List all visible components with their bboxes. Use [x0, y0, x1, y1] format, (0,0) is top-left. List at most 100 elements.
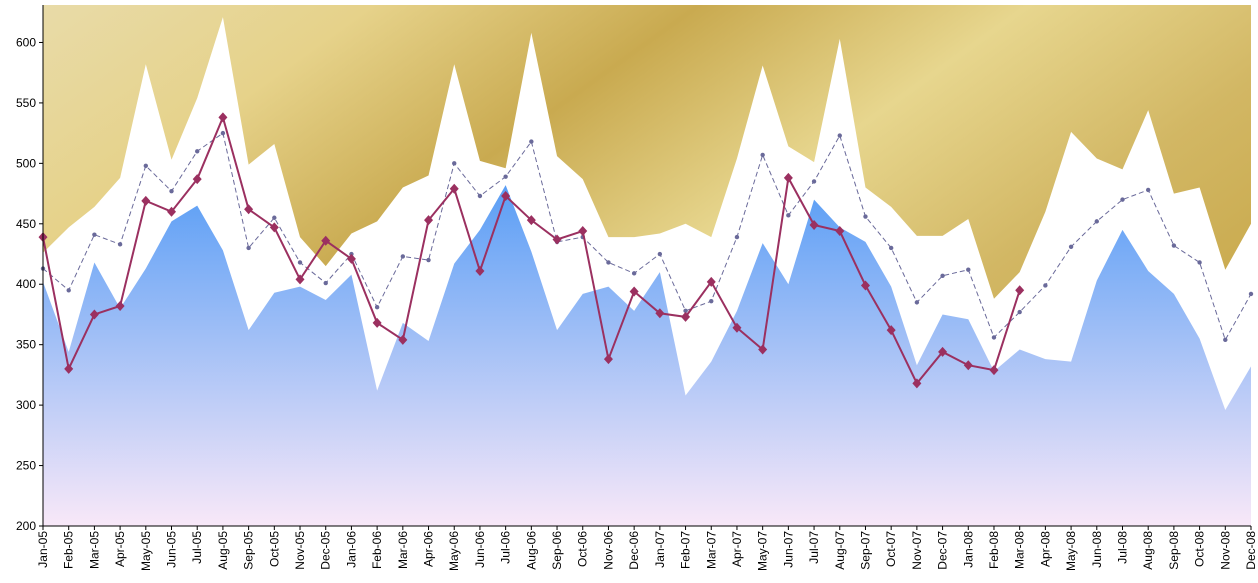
marker — [1094, 219, 1099, 224]
marker — [888, 245, 894, 251]
marker — [809, 220, 819, 231]
marker — [477, 193, 483, 199]
marker — [426, 257, 431, 263]
marker — [760, 152, 765, 158]
marker — [321, 235, 331, 246]
marker — [732, 322, 742, 333]
marker — [629, 286, 639, 297]
x-tick-label: Dec-08 — [1244, 531, 1258, 570]
x-tick-label: Aug-05 — [216, 531, 230, 570]
marker — [503, 174, 508, 179]
x-tick-label: Nov-07 — [910, 531, 924, 570]
x-tick-label: Jun-06 — [473, 531, 487, 568]
marker — [683, 308, 688, 314]
x-tick-label: Nov-05 — [293, 531, 307, 570]
marker — [681, 311, 691, 322]
x-tick-label: Apr-07 — [730, 531, 744, 567]
marker — [706, 276, 716, 287]
marker — [192, 174, 202, 185]
marker — [938, 346, 948, 357]
marker — [606, 260, 611, 265]
marker — [501, 190, 511, 201]
marker — [863, 214, 868, 219]
x-tick-label: May-05 — [139, 531, 153, 571]
y-tick-label: 500 — [16, 156, 36, 170]
marker — [452, 161, 457, 166]
marker — [709, 298, 714, 304]
x-tick-label: Dec-07 — [936, 531, 950, 570]
marker — [169, 188, 174, 194]
marker — [578, 226, 588, 237]
marker — [269, 222, 279, 233]
marker — [963, 360, 973, 371]
x-tick-label: Feb-05 — [62, 531, 76, 569]
x-tick-label: Jul-07 — [807, 531, 821, 564]
marker — [400, 254, 406, 259]
marker — [64, 363, 74, 374]
marker — [758, 344, 768, 355]
marker — [1171, 243, 1177, 248]
marker — [1015, 285, 1025, 296]
marker — [195, 149, 200, 154]
x-tick-label: Nov-08 — [1218, 531, 1232, 570]
marker — [346, 253, 356, 264]
marker — [886, 325, 896, 336]
y-tick-label: 450 — [16, 217, 36, 231]
marker — [398, 334, 408, 345]
marker — [143, 163, 149, 168]
x-tick-label: Jun-07 — [781, 531, 795, 568]
x-tick-label: Mar-07 — [704, 531, 718, 569]
x-tick-label: Mar-08 — [1013, 531, 1027, 569]
marker — [167, 206, 177, 217]
x-tick-label: Jun-05 — [165, 531, 179, 568]
x-tick-label: Jul-08 — [1115, 531, 1129, 564]
x-tick-label: Sep-06 — [550, 531, 564, 570]
marker — [811, 179, 817, 184]
marker — [940, 273, 945, 278]
marker — [1145, 187, 1151, 193]
marker — [1043, 283, 1048, 288]
y-tick-label: 600 — [16, 35, 36, 49]
y-tick-label: 400 — [16, 277, 36, 291]
x-tick-label: Oct-06 — [576, 531, 590, 567]
marker — [449, 183, 459, 194]
marker — [323, 280, 328, 286]
marker — [424, 215, 434, 226]
x-tick-label: Aug-08 — [1141, 531, 1155, 570]
marker — [966, 267, 971, 272]
x-tick-label: Dec-05 — [319, 531, 333, 570]
marker — [783, 172, 793, 183]
x-tick-label: Oct-05 — [267, 531, 281, 567]
x-tick-label: Aug-06 — [524, 531, 538, 570]
marker — [914, 300, 920, 305]
marker — [244, 204, 254, 215]
x-tick-label: Jan-05 — [36, 531, 50, 568]
marker — [991, 335, 997, 340]
x-tick-label: Feb-06 — [370, 531, 384, 569]
x-tick-label: Apr-05 — [113, 531, 127, 567]
marker — [117, 242, 123, 247]
marker — [1068, 244, 1074, 249]
x-tick-label: Jan-06 — [344, 531, 358, 568]
marker — [372, 317, 382, 328]
y-tick-label: 200 — [16, 519, 36, 533]
marker — [1197, 260, 1202, 265]
marker — [552, 234, 562, 245]
marker — [860, 280, 870, 291]
marker — [835, 226, 845, 237]
marker — [989, 365, 999, 376]
marker — [734, 234, 740, 240]
marker — [1120, 197, 1125, 202]
x-tick-label: Sep-07 — [858, 531, 872, 570]
marker — [526, 215, 536, 226]
x-tick-label: May-08 — [1064, 531, 1078, 571]
y-tick-label: 250 — [16, 459, 36, 473]
marker — [141, 195, 151, 206]
y-tick-label: 550 — [16, 96, 36, 110]
x-tick-label: Apr-08 — [1038, 531, 1052, 567]
marker — [912, 378, 922, 389]
marker — [220, 130, 226, 136]
marker — [115, 300, 125, 311]
x-tick-label: Sep-05 — [242, 531, 256, 570]
